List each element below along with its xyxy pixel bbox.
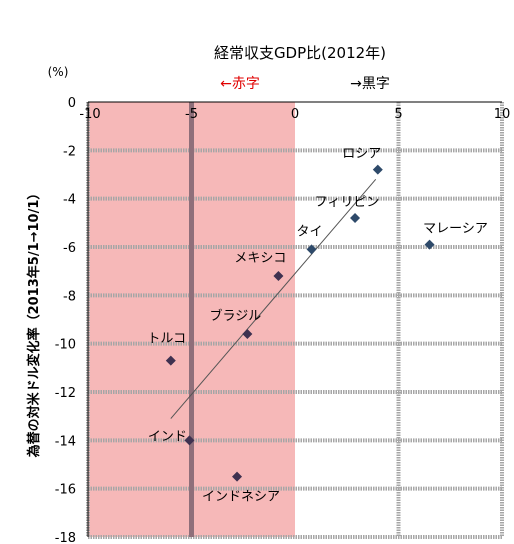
point-label-1: ロシア (342, 147, 381, 162)
x-tick-label-0: 0 (291, 107, 299, 122)
surplus-label: →黒字 (350, 76, 390, 92)
y-axis-label: 為替の対米ドル変化率（2013年5/1→10/1） (26, 187, 42, 458)
y-tick-label--12: -12 (55, 386, 76, 401)
chart-title: 経常収支GDP比(2012年) (214, 44, 386, 62)
point-label-7: トルコ (147, 332, 186, 347)
trendline (170, 179, 377, 419)
point-4 (424, 239, 435, 250)
point-6 (242, 329, 253, 339)
point-label-3: タイ (297, 224, 323, 239)
y-tick-label--6: -6 (63, 241, 76, 256)
point-label-5: メキシコ (234, 251, 286, 266)
gridlines-layer (86, 102, 504, 539)
y-tick-label--14: -14 (55, 434, 76, 449)
y-tick-label-0: 0 (68, 96, 76, 111)
y-tick-label--16: -16 (55, 483, 76, 498)
point-label-8: インド (148, 429, 187, 444)
point-1 (372, 164, 383, 175)
y-tick-label--18: -18 (55, 531, 76, 544)
tick-labels-layer: -10 -5 0 5 10 0 -2 -4 -6 -8 -10 -12 -14 -16 -18 (55, 96, 511, 544)
point-label-2: フィリピン (315, 195, 380, 210)
x-tick-label--5: -5 (185, 107, 198, 122)
point-8 (184, 435, 195, 446)
point-2 (350, 213, 361, 223)
points-layer (165, 164, 435, 482)
unit-label: (%) (48, 65, 69, 79)
deficit-label: ←赤字 (220, 76, 260, 92)
point-label-6: ブラジル (210, 308, 262, 324)
x-tick-label-5: 5 (394, 107, 402, 122)
point-9 (232, 471, 243, 482)
x-tick-label--10: -10 (79, 107, 100, 122)
trendline-layer (170, 179, 377, 419)
x-tick-label-10: 10 (494, 107, 511, 122)
y-tick-label--10: -10 (55, 338, 76, 353)
point-3 (306, 244, 317, 255)
y-tick-label--8: -8 (63, 289, 76, 304)
y-tick-label--2: -2 (63, 144, 76, 159)
point-label-4: マレーシア (423, 222, 488, 237)
point-7 (165, 355, 176, 366)
point-label-9: インドネシア (202, 490, 280, 505)
y-tick-label--4: -4 (63, 193, 76, 208)
axes-layer (87, 101, 502, 537)
point-5 (273, 271, 284, 281)
